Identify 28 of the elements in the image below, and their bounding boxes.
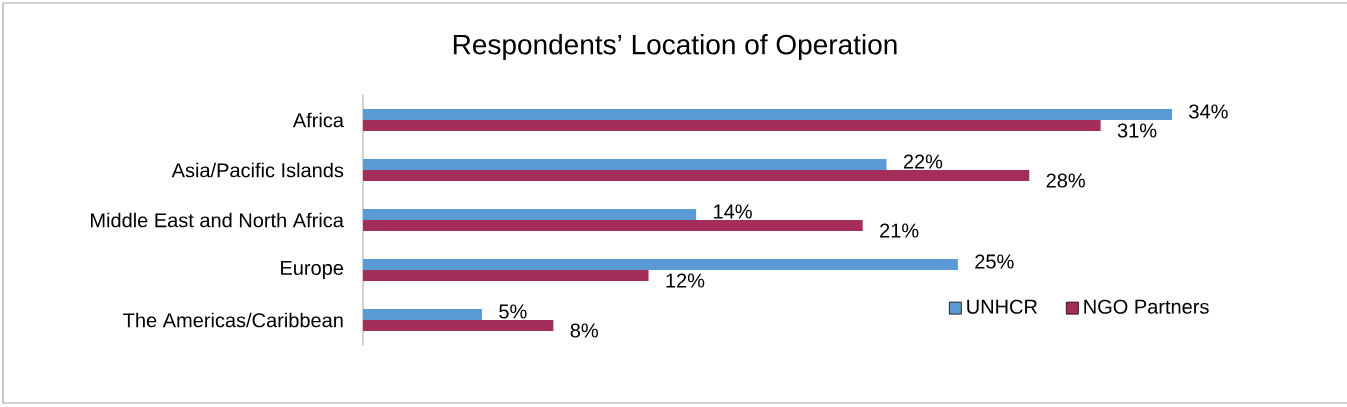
- data-label: 31%: [1117, 123, 1157, 138]
- data-label: 12%: [666, 273, 705, 288]
- bar: [363, 120, 1101, 131]
- bar: [363, 320, 554, 332]
- bar: [363, 159, 887, 170]
- data-label: 14%: [714, 204, 752, 219]
- y-tick-label: Africa: [292, 112, 344, 128]
- bar: [363, 109, 1173, 120]
- legend-label: UNHCR: [967, 299, 1038, 314]
- bar: [363, 259, 958, 271]
- data-label: 22%: [903, 154, 943, 169]
- y-tick-label: Europe: [281, 261, 344, 279]
- data-label: 28%: [1046, 173, 1085, 188]
- bar: [363, 270, 649, 282]
- bar: [363, 309, 482, 321]
- y-tick-label: Asia/Pacific Islands: [171, 162, 344, 178]
- chart-title: Respondents’ Location of Operation: [453, 33, 897, 61]
- legend-label: NGO Partners: [1084, 299, 1209, 314]
- y-tick-label: Middle East and North Africa: [91, 212, 344, 228]
- bar: [363, 209, 697, 221]
- data-label: 21%: [880, 223, 919, 238]
- data-label: 34%: [1189, 104, 1228, 119]
- y-tick-label: The Americas/Caribbean: [123, 312, 343, 328]
- data-label: 5%: [499, 304, 527, 319]
- bar: [363, 220, 863, 231]
- data-label: 25%: [975, 254, 1014, 269]
- bar: [363, 170, 1030, 181]
- data-label: 8%: [570, 323, 598, 338]
